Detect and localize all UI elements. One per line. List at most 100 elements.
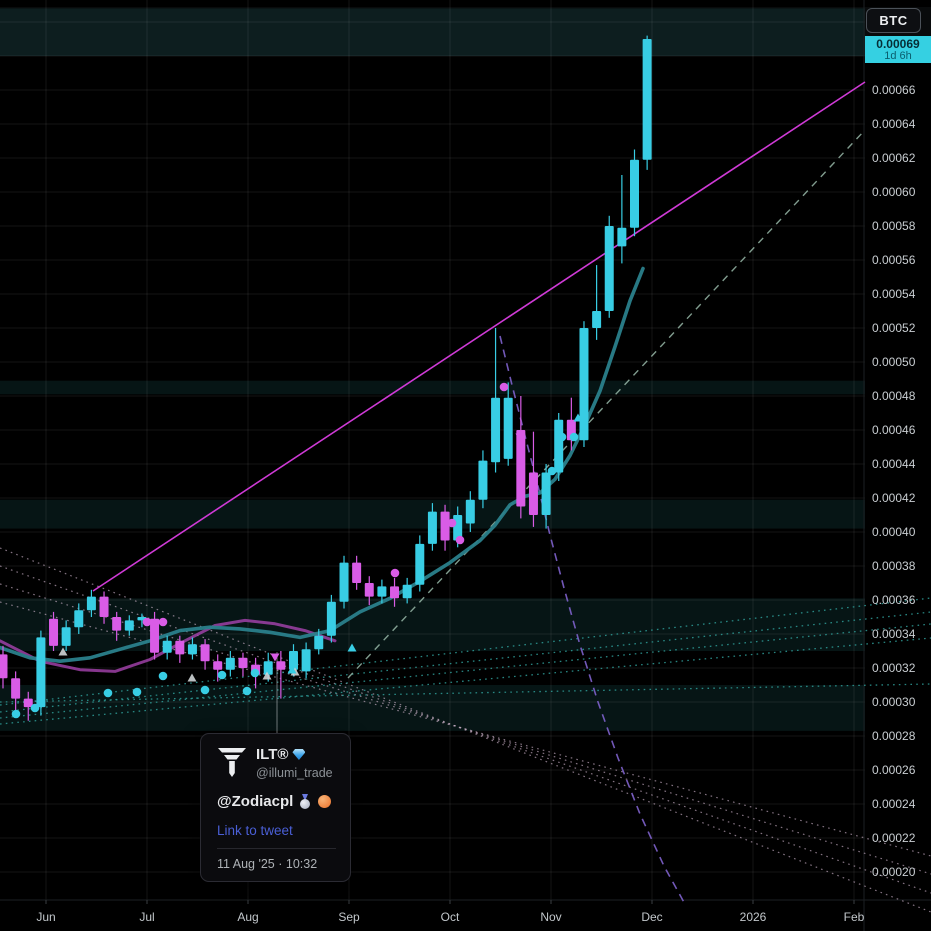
price-tick-label: 0.00038 — [872, 559, 916, 573]
tweet-tooltip-card: ILT® @illumi_trade @Zodiacpl Link to twe… — [200, 733, 351, 882]
down-candle — [112, 611, 122, 641]
price-tick-label: 0.00064 — [872, 117, 916, 131]
price-tick-label: 0.00058 — [872, 219, 916, 233]
pink-dotted-fan-line — [0, 601, 931, 857]
price-tick-label: 0.00020 — [872, 865, 916, 879]
symbol-badge[interactable]: BTC — [866, 8, 921, 33]
down-candle — [352, 555, 362, 590]
time-tick-label: Oct — [440, 910, 460, 924]
up-candle — [301, 642, 311, 679]
up-candle — [36, 630, 46, 716]
up-candle — [124, 615, 134, 636]
sell-dot — [158, 617, 168, 627]
time-tick-label: Feb — [843, 910, 865, 924]
price-tick-label: 0.00066 — [872, 83, 916, 97]
candle-countdown: 1d 6h — [884, 49, 912, 62]
up-candle — [465, 491, 475, 532]
buy-dot — [547, 466, 557, 476]
tooltip-timestamp: 11 Aug '25 · 10:32 — [217, 857, 318, 871]
trend-lines — [92, 81, 866, 907]
time-tick-label: Sep — [338, 910, 360, 924]
price-tick-label: 0.00032 — [872, 661, 916, 675]
buy-dot — [557, 432, 567, 442]
last-price-value: 0.00069 — [876, 36, 920, 51]
signal-markers — [11, 382, 583, 719]
symbol-badge-label: BTC — [879, 13, 908, 28]
buy-dot — [569, 432, 579, 442]
down-candle — [238, 652, 248, 677]
buy-triangle-marker — [347, 643, 357, 652]
rising-dashed-trendline — [347, 129, 866, 679]
up-candle — [491, 328, 501, 473]
price-tick-label: 0.00024 — [872, 797, 916, 811]
down-candle — [49, 611, 59, 651]
up-candle — [326, 594, 336, 643]
down-candle — [364, 576, 374, 606]
down-candle — [276, 651, 286, 699]
up-candle — [630, 149, 639, 237]
up-candle — [478, 450, 488, 509]
down-candle — [0, 645, 8, 689]
tooltip-divider — [217, 848, 336, 849]
time-tick-label: Jun — [36, 910, 56, 924]
price-tick-label: 0.00048 — [872, 389, 916, 403]
buy-dot — [250, 668, 260, 678]
ilt-logo-icon — [217, 746, 247, 783]
price-tick-label: 0.00046 — [872, 423, 916, 437]
down-candle — [440, 504, 450, 551]
price-tick-label: 0.00022 — [872, 831, 916, 845]
price-tick-label: 0.00050 — [872, 355, 916, 369]
sell-dot — [455, 535, 465, 545]
sell-dot — [447, 518, 457, 528]
time-tick-label: Jul — [139, 910, 155, 924]
down-candle — [528, 431, 538, 527]
down-candle — [516, 396, 526, 519]
up-candle — [427, 503, 437, 551]
medal-icon — [299, 794, 312, 809]
down-candle — [150, 611, 160, 660]
time-tick-label: Dec — [641, 910, 663, 924]
up-candle — [377, 579, 387, 604]
up-candle — [187, 637, 197, 660]
down-candle — [390, 577, 400, 607]
buy-triangle-marker — [262, 671, 272, 680]
up-candle — [402, 577, 412, 604]
link-to-tweet[interactable]: Link to tweet — [217, 823, 293, 838]
up-candle — [579, 321, 589, 447]
top-highlight-zone — [0, 7, 931, 56]
price-zone — [0, 380, 865, 395]
buy-dot — [132, 687, 142, 697]
price-tick-label: 0.00060 — [872, 185, 916, 199]
up-candle — [503, 382, 513, 466]
price-tick-label: 0.00056 — [872, 253, 916, 267]
price-tick-label: 0.00030 — [872, 695, 916, 709]
buy-dot — [30, 703, 40, 713]
price-tick-label: 0.00054 — [872, 287, 916, 301]
buy-dot — [541, 485, 551, 495]
down-candle — [213, 654, 223, 682]
price-tick-label: 0.00052 — [872, 321, 916, 335]
slow-ma-line — [0, 618, 337, 673]
down-candle — [99, 591, 109, 624]
up-candle — [225, 651, 235, 677]
buy-triangle-marker — [573, 413, 583, 422]
sell-dot — [390, 568, 400, 578]
falling-purple-dashed-curve — [499, 335, 687, 907]
magenta-trendline — [92, 81, 866, 592]
up-candle — [642, 35, 652, 170]
price-tick-label: 0.00042 — [872, 491, 916, 505]
buy-triangle-marker — [58, 647, 68, 656]
up-candle — [617, 175, 627, 264]
buy-triangle-marker — [287, 665, 297, 674]
time-tick-label: 2026 — [739, 910, 767, 924]
up-candle — [162, 635, 172, 660]
down-candle — [200, 639, 210, 670]
up-candle — [604, 215, 614, 318]
down-candle — [23, 691, 33, 721]
price-tick-label: 0.00040 — [872, 525, 916, 539]
price-zone — [0, 8, 865, 56]
buy-dot — [242, 686, 252, 696]
